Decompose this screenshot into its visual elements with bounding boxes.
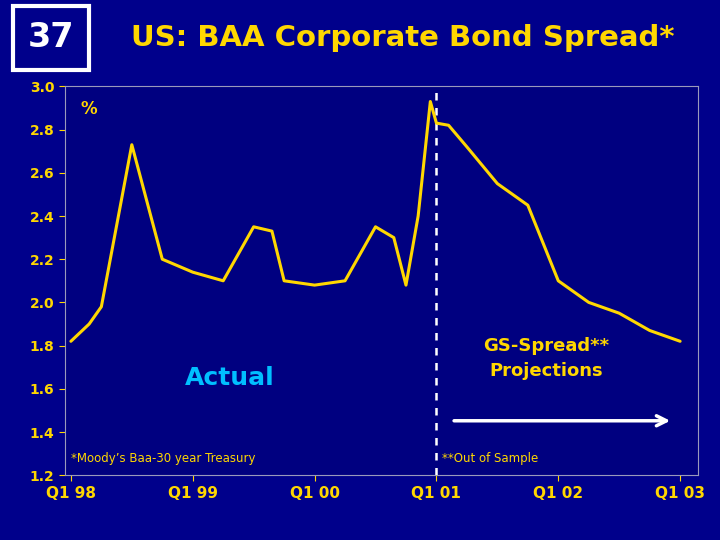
Text: Actual: Actual: [184, 366, 274, 390]
Text: 37: 37: [28, 21, 74, 55]
Text: US: BAA Corporate Bond Spread*: US: BAA Corporate Bond Spread*: [132, 24, 675, 52]
Text: **Out of Sample: **Out of Sample: [442, 453, 538, 465]
Text: GS-Spread**
Projections: GS-Spread** Projections: [483, 337, 609, 380]
Text: *Moody’s Baa-30 year Treasury: *Moody’s Baa-30 year Treasury: [71, 453, 256, 465]
Text: %: %: [81, 100, 97, 118]
FancyBboxPatch shape: [13, 6, 89, 70]
